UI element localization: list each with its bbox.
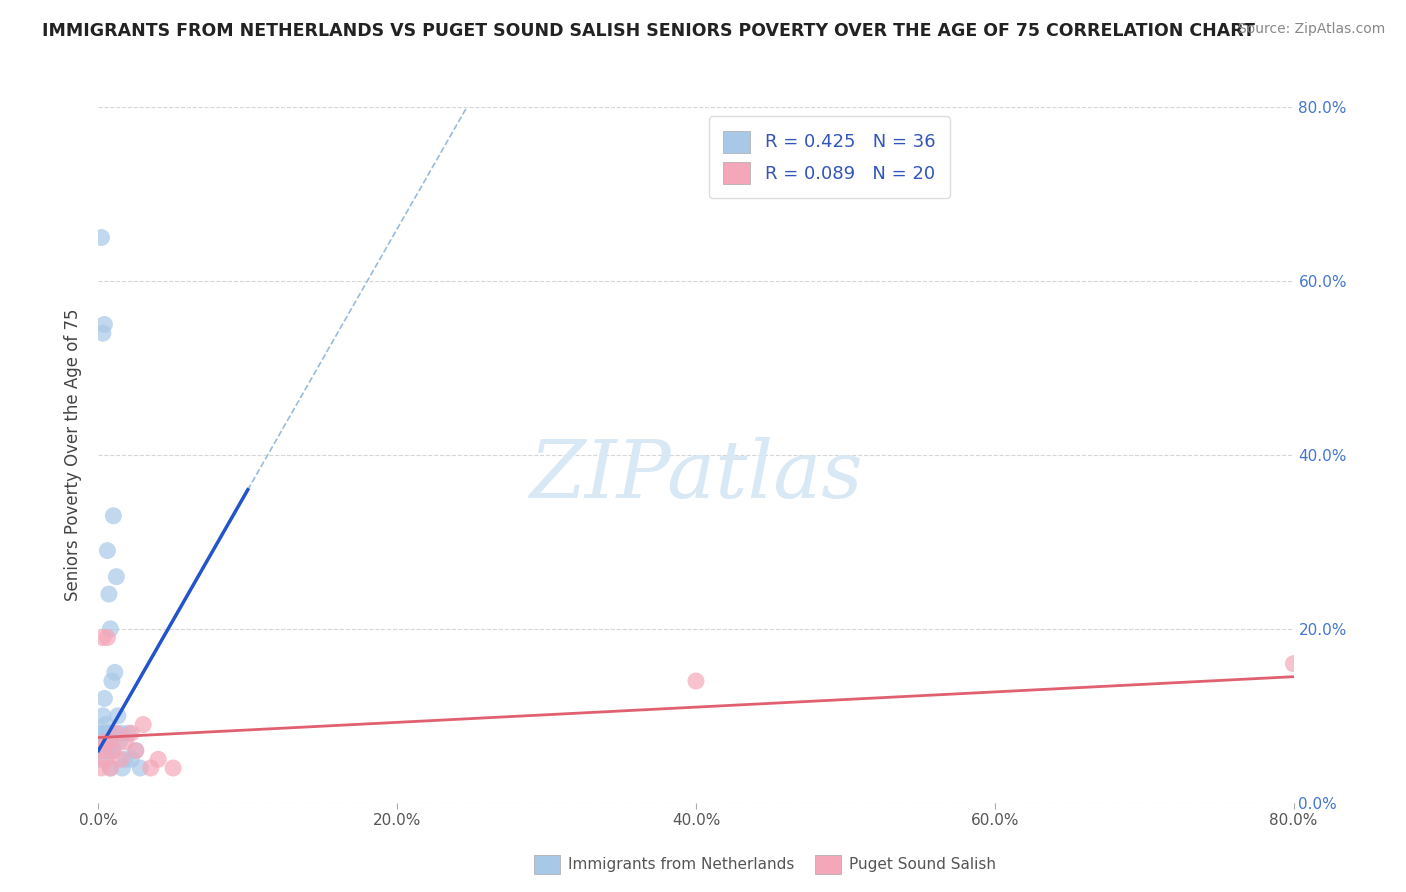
Point (139, 761, 162, 775)
Point (685, 674, 707, 689)
Point (100, 622, 122, 636)
Point (90, 761, 112, 775)
Point (97, 587, 120, 601)
Point (101, 744, 124, 758)
Point (111, 761, 134, 775)
Point (100, 761, 122, 775)
Point (117, 726, 139, 740)
Point (110, 726, 132, 740)
Point (90, 726, 112, 740)
Point (96, 631, 118, 645)
Text: Immigrants from Netherlands: Immigrants from Netherlands (568, 857, 794, 871)
Point (100, 761, 122, 775)
Point (94, 744, 117, 758)
Point (93, 726, 115, 740)
Point (93, 318, 115, 332)
Point (96, 543, 118, 558)
Point (90, 230, 112, 244)
Point (101, 674, 124, 689)
Point (120, 752, 142, 766)
Point (91, 735, 114, 749)
Point (93, 735, 115, 749)
Point (91, 631, 114, 645)
Point (96, 726, 118, 740)
Legend: R = 0.425   N = 36, R = 0.089   N = 20: R = 0.425 N = 36, R = 0.089 N = 20 (709, 116, 950, 198)
Point (120, 726, 142, 740)
Point (96, 744, 118, 758)
Point (129, 761, 152, 775)
Point (108, 735, 131, 749)
Point (103, 744, 125, 758)
Point (89, 744, 111, 758)
Point (148, 752, 170, 766)
Point (93, 691, 115, 706)
Point (103, 726, 125, 740)
Point (97, 735, 120, 749)
Point (104, 665, 127, 680)
Point (125, 744, 148, 758)
Point (114, 735, 136, 749)
Point (97, 726, 120, 740)
Point (105, 570, 128, 584)
Point (89, 752, 111, 766)
Point (91, 326, 114, 340)
Text: IMMIGRANTS FROM NETHERLANDS VS PUGET SOUND SALISH SENIORS POVERTY OVER THE AGE O: IMMIGRANTS FROM NETHERLANDS VS PUGET SOU… (42, 22, 1256, 40)
Point (103, 508, 125, 523)
Point (114, 752, 136, 766)
Point (125, 744, 148, 758)
Text: Puget Sound Salish: Puget Sound Salish (849, 857, 997, 871)
Point (110, 752, 132, 766)
Text: Source: ZipAtlas.com: Source: ZipAtlas.com (1237, 22, 1385, 37)
Point (94, 735, 117, 749)
Point (107, 708, 129, 723)
Point (91, 708, 114, 723)
Point (94, 717, 117, 731)
Point (132, 717, 155, 731)
Point (162, 761, 184, 775)
Y-axis label: Seniors Poverty Over the Age of 75: Seniors Poverty Over the Age of 75 (65, 309, 83, 601)
Point (1282, 657, 1305, 671)
Point (105, 726, 128, 740)
Point (100, 735, 122, 749)
Point (94, 752, 117, 766)
Point (97, 744, 120, 758)
Text: ZIPatlas: ZIPatlas (529, 437, 863, 515)
